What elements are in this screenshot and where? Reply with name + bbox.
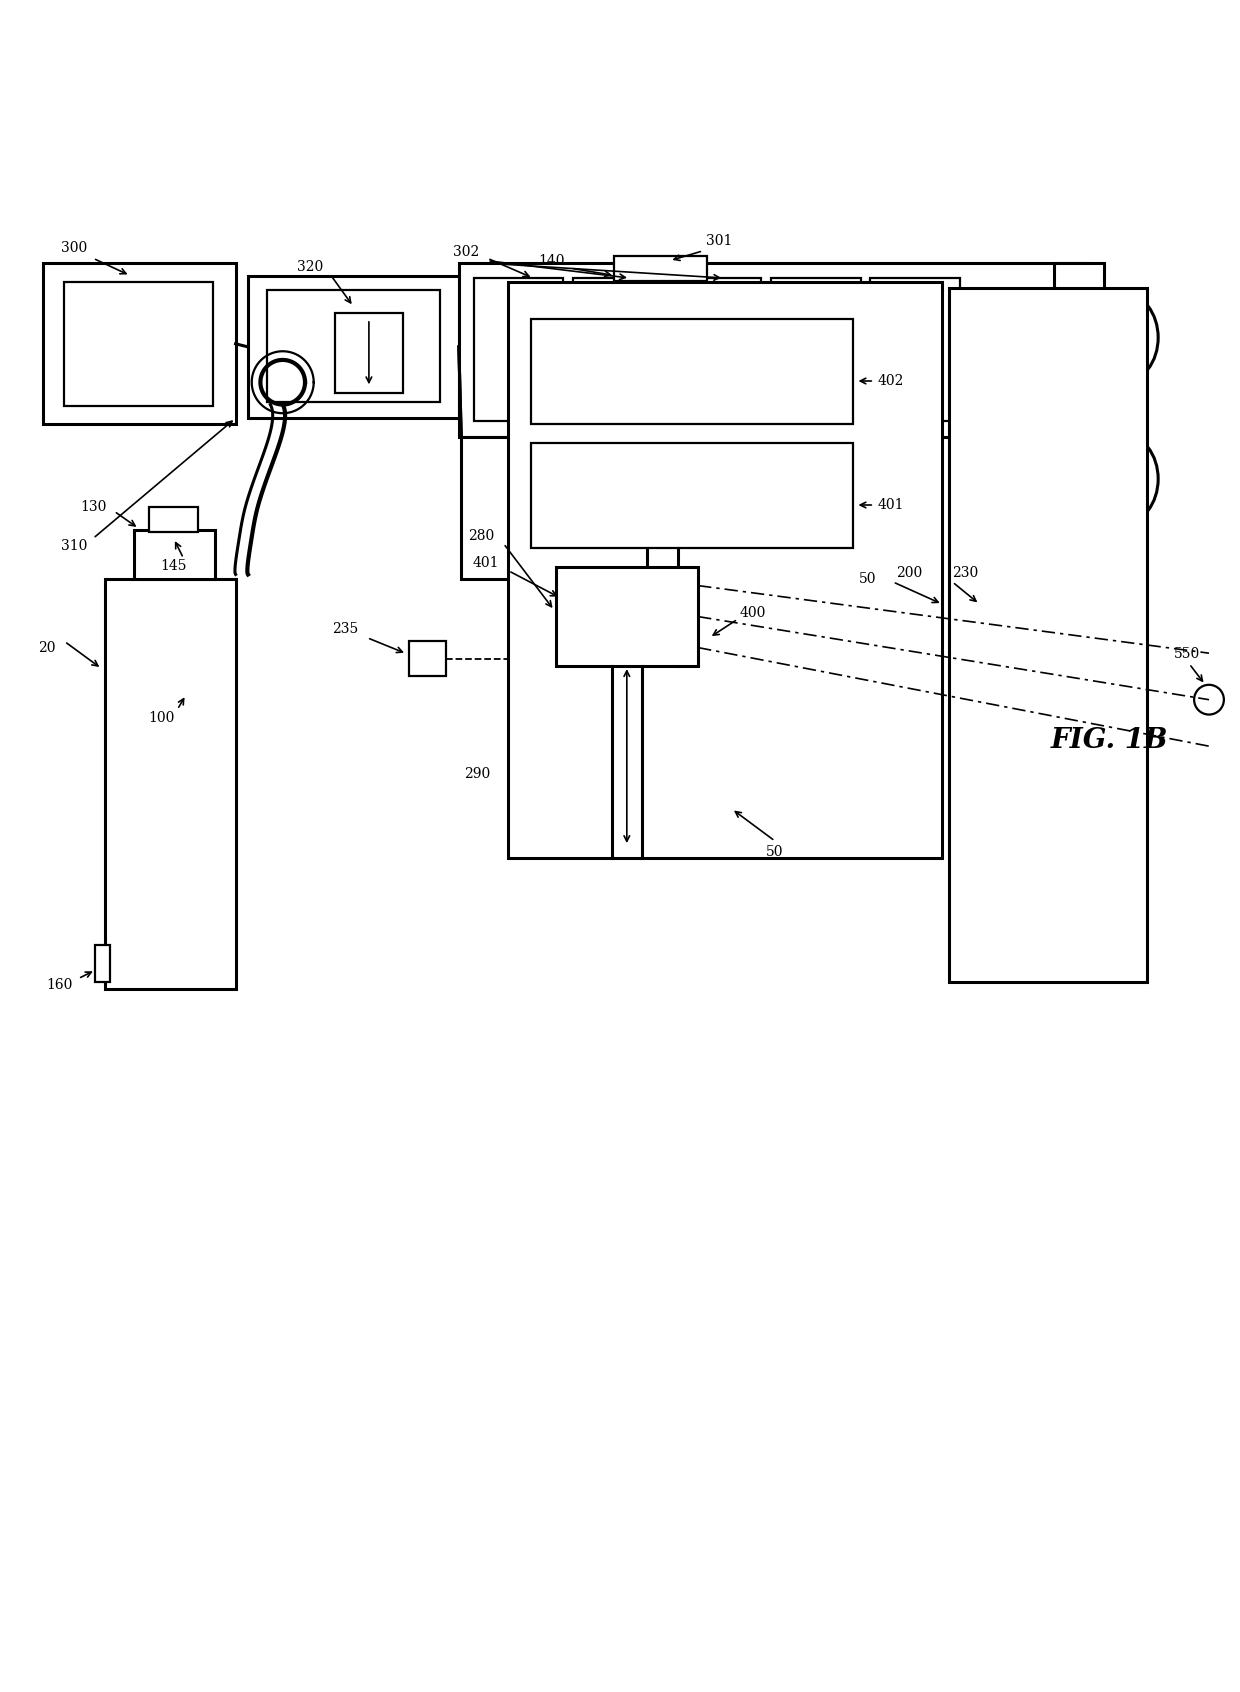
Bar xyxy=(573,277,662,421)
Bar xyxy=(531,443,853,548)
Bar xyxy=(474,277,563,421)
Text: 402: 402 xyxy=(877,374,904,387)
Text: 100: 100 xyxy=(148,711,175,726)
Text: 230: 230 xyxy=(951,567,978,580)
Bar xyxy=(335,313,403,394)
Text: 401: 401 xyxy=(472,557,500,570)
Text: 302: 302 xyxy=(453,245,480,259)
Bar xyxy=(672,277,761,421)
Text: 140: 140 xyxy=(538,254,565,267)
Text: 130: 130 xyxy=(79,501,107,514)
Text: 200: 200 xyxy=(895,567,923,580)
Bar xyxy=(134,530,215,579)
Bar xyxy=(459,264,1091,437)
Bar xyxy=(267,291,440,403)
Bar xyxy=(870,277,960,421)
Bar xyxy=(508,283,942,858)
Bar xyxy=(949,288,1147,983)
Text: 160: 160 xyxy=(46,978,73,992)
Text: 20: 20 xyxy=(38,641,56,655)
Text: 300: 300 xyxy=(61,242,88,255)
Bar xyxy=(614,255,707,281)
Text: 50: 50 xyxy=(859,572,877,587)
Bar xyxy=(149,508,198,533)
Text: 235: 235 xyxy=(331,623,358,636)
Text: 290: 290 xyxy=(464,766,491,782)
Bar xyxy=(461,437,511,579)
Bar xyxy=(771,277,861,421)
Bar xyxy=(531,320,853,425)
Bar xyxy=(64,283,213,406)
Text: 310: 310 xyxy=(61,540,88,553)
Text: 50: 50 xyxy=(766,846,784,860)
Text: 320: 320 xyxy=(296,261,324,274)
Bar xyxy=(248,276,459,418)
Text: 145: 145 xyxy=(160,558,187,574)
Text: 401: 401 xyxy=(877,497,904,513)
Text: 280: 280 xyxy=(467,530,495,543)
Bar xyxy=(409,641,446,677)
Text: 400: 400 xyxy=(739,606,766,619)
Bar xyxy=(556,567,698,667)
Text: 550: 550 xyxy=(1173,646,1200,662)
Bar xyxy=(1054,264,1104,579)
Text: 301: 301 xyxy=(706,233,733,249)
Bar xyxy=(95,946,110,983)
Text: FIG. 1B: FIG. 1B xyxy=(1052,728,1168,755)
Bar xyxy=(43,264,236,425)
Bar xyxy=(105,579,236,988)
